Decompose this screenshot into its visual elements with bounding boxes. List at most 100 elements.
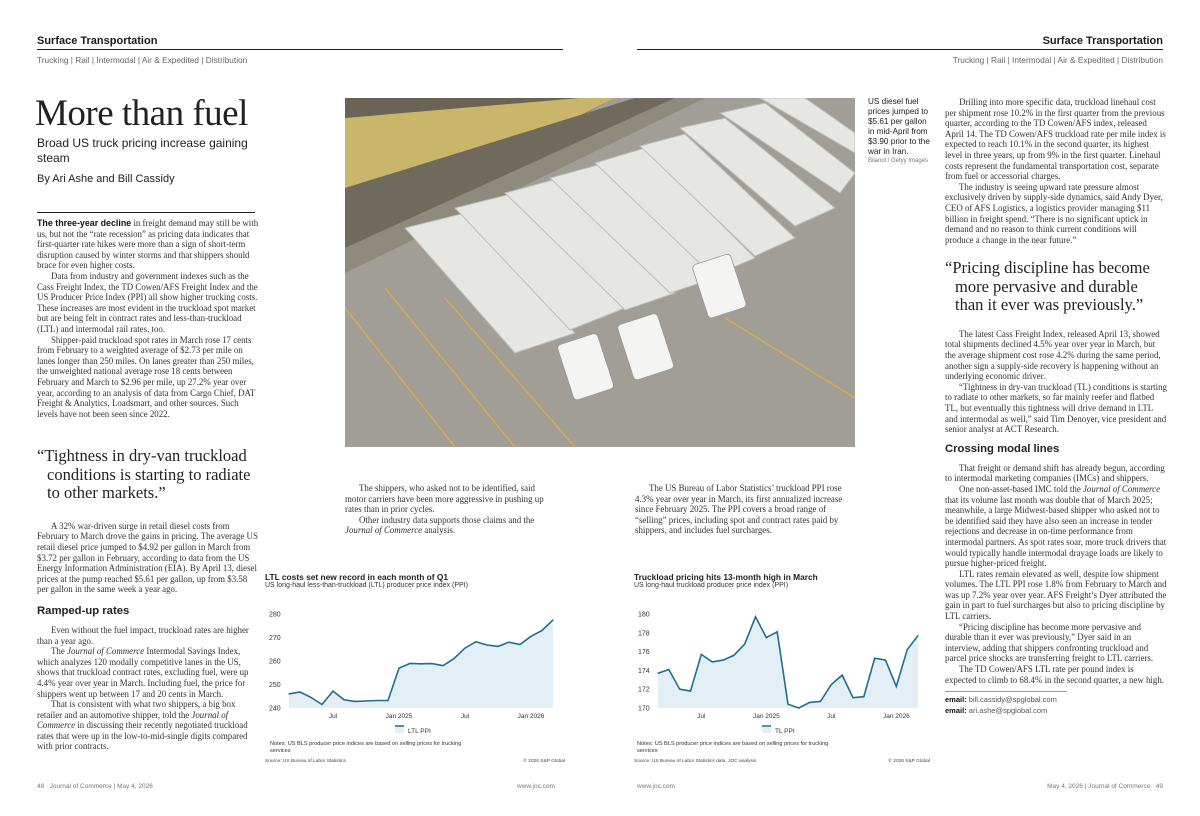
text-run: Intermodal Savings Index, which analyzes… [37,646,249,699]
data-point [420,663,422,665]
paragraph: The US Bureau of Labor Statistics’ truck… [635,483,857,536]
paragraph: That freight or demand shift has already… [945,463,1167,484]
data-point [431,662,433,665]
chart-tl-ppi: Truckload pricing hits 13-month high in … [634,572,930,768]
pull-quote-2: “Pricing discipline has become more perv… [945,258,1150,315]
data-point [798,707,800,709]
email-address[interactable]: ari.ashe@spglobal.com [968,706,1048,716]
data-point [819,700,822,703]
x-tick-label: Jan 2026 [518,713,545,720]
legend-swatch [395,726,404,733]
data-point [321,703,323,706]
data-point [541,629,543,632]
text-run: The US Bureau of Labor Statistics’ truck… [635,483,843,536]
publication-name: Journal of Commerce [37,709,229,731]
data-point [700,653,702,656]
data-point [343,699,345,701]
paragraph: Even without the fuel impact, truckload … [37,625,259,646]
text-run: Even without the fuel impact, truckload … [37,624,249,646]
data-point [464,647,466,649]
paragraph: The TD Cowen/AFS LTL rate per pound inde… [945,664,1167,685]
email-address[interactable]: bill.cassidy@spglobal.com [968,695,1057,705]
data-point [365,700,367,702]
section-title-right: Surface Transportation [1042,35,1163,47]
lead-in: The three-year decline [37,218,132,228]
text-run: LTL rates remain elevated as well, despi… [945,568,1167,622]
y-tick-label: 174 [638,668,650,675]
email-label: email: [945,695,967,705]
y-tick-label: 270 [269,635,281,642]
chart-plot: 240 250 260 270 280 Jul Jan 2025 Jul Jan 2026 LTL… [269,612,554,735]
photo-caption: US diesel fuel prices jumped to $5.61 pe… [868,97,930,156]
paragraph: The Journal of Commerce Intermodal Savin… [37,646,259,699]
text-run: “Pricing discipline has become more perv… [945,621,1154,664]
data-point [841,674,843,676]
footer-left: 48 Journal of Commerce | May 4, 2026 [37,783,153,790]
article-deck: Broad US truck pricing increase gaining … [37,136,248,165]
data-point [765,636,767,639]
text-run: in freight demand may still be with us, … [37,218,259,271]
text-run: The shippers, who asked not to be identi… [345,483,544,515]
data-point [552,619,554,621]
text-run: Other industry data supports those claim… [359,514,535,525]
header-rule-left [37,49,563,51]
x-tick-label: Jul [697,713,706,720]
data-point [754,616,757,618]
data-point [863,696,865,698]
body-column-3: The US Bureau of Labor Statistics’ truck… [635,483,857,536]
contact-email-1[interactable]: email: bill.cassidy@spglobal.com [945,694,1167,705]
chart-title: Truckload pricing hits 13-month high in … [634,572,818,582]
page-number-left: 48 [37,783,45,790]
paragraph: The three-year decline in freight demand… [37,218,259,271]
text-run: The latest Cass Freight Index, released … [945,328,1161,382]
x-tick-label: Jan 2025 [753,713,780,720]
text-run: That freight or demand shift has already… [945,462,1165,484]
data-point [299,691,301,693]
data-point [679,688,681,690]
subheading-crossing-modal-lines: Crossing modal lines [945,442,1060,455]
body-column-2: The shippers, who asked not to be identi… [345,483,557,536]
y-tick-label: 250 [269,682,281,689]
text-run: “Tightness in dry-van truckload (TL) con… [945,381,1167,435]
text-run: Shipper-paid truckload spot rates in Mar… [37,334,256,419]
left-column: The three-year decline in freight demand… [37,218,259,752]
chart-source: Source: US Bureau of Labor Statistics da… [634,759,757,764]
text-run: A 32% war-driven surge in retail diesel … [37,520,258,595]
photo-credit: Bilanol / Getyy Images [868,158,929,164]
paragraph: Drilling into more specific data, truckl… [945,97,1167,182]
byline: By Ari Ashe and Bill Cassidy [37,173,175,185]
publication-name: Journal of Commerce [1082,483,1161,494]
y-tick-label: 170 [638,706,650,713]
section-title-left: Surface Transportation [37,35,158,47]
data-point [668,668,670,671]
data-point [288,693,290,695]
data-point [354,700,356,703]
text-run: One non-asset-based IMC told the [959,483,1083,494]
footer-url-right[interactable]: www.joc.com [637,783,675,790]
body-column-1b: A 32% war-driven surge in retail diesel … [37,521,259,595]
data-point [917,635,919,637]
data-point [475,641,477,643]
data-point [874,657,876,659]
data-point [387,699,389,702]
paragraph: LTL rates remain elevated as well, despi… [945,569,1167,622]
intro-rule [37,212,255,213]
contact-email-2[interactable]: email: ari.ashe@spglobal.com [945,705,1167,716]
data-point [310,696,312,699]
contact-rule [945,691,1067,693]
text-run: Drilling into more specific data, truckl… [945,97,1166,182]
header-rule-right [637,49,1163,51]
data-point [453,658,455,660]
footer-url-left[interactable]: www.joc.com [517,783,555,790]
data-point [830,683,832,686]
data-point [398,667,400,669]
text-run: That is consistent with what two shipper… [37,699,236,720]
y-tick-label: 172 [638,687,650,694]
data-point [530,635,532,637]
chart-note: Notes: US BLS producer price indices are… [270,741,462,754]
paragraph: That is consistent with what two shipper… [37,699,259,752]
email-label: email: [945,706,967,716]
body-column-4b: The latest Cass Freight Index, released … [945,329,1167,435]
article-title: More than fuel [35,93,248,134]
chart-subtitle: US long-haul less-than-truckload (LTL) p… [265,582,468,589]
